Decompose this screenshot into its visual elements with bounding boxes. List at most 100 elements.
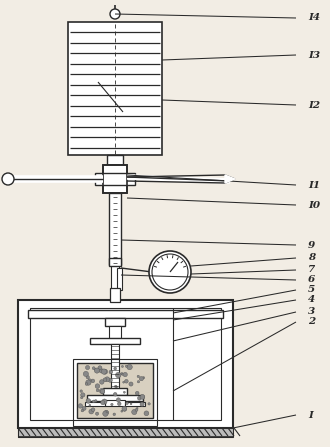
Circle shape [89, 405, 91, 406]
Circle shape [85, 366, 90, 370]
Text: 2: 2 [308, 317, 315, 326]
Circle shape [83, 371, 88, 376]
Bar [110, 288, 120, 302]
Circle shape [80, 390, 82, 392]
Circle shape [99, 369, 104, 373]
Circle shape [106, 411, 108, 413]
Circle shape [100, 380, 104, 384]
Circle shape [148, 403, 150, 405]
Bar [73, 359, 157, 426]
Bar [77, 363, 153, 418]
Circle shape [123, 391, 125, 393]
Circle shape [116, 398, 120, 402]
Bar [90, 338, 140, 344]
Bar [109, 258, 121, 266]
Circle shape [123, 408, 126, 411]
Bar [105, 400, 125, 406]
Circle shape [117, 402, 121, 405]
Circle shape [121, 410, 123, 412]
Circle shape [95, 368, 97, 371]
Circle shape [140, 402, 144, 406]
Circle shape [115, 394, 117, 396]
Bar [18, 428, 233, 437]
Circle shape [127, 364, 132, 370]
Circle shape [137, 375, 140, 378]
Circle shape [124, 380, 128, 383]
Circle shape [129, 382, 133, 386]
Circle shape [102, 399, 107, 404]
Circle shape [137, 380, 140, 383]
Circle shape [95, 384, 100, 388]
Circle shape [2, 173, 14, 185]
Circle shape [143, 377, 145, 379]
Bar [111, 344, 119, 394]
Circle shape [138, 396, 141, 400]
Circle shape [136, 407, 138, 409]
Bar [107, 155, 123, 165]
Circle shape [101, 401, 105, 405]
Bar [109, 326, 121, 338]
Text: 8: 8 [308, 253, 315, 262]
Circle shape [113, 413, 116, 416]
Polygon shape [225, 175, 235, 183]
Circle shape [101, 369, 107, 374]
Text: 5: 5 [308, 286, 315, 295]
Text: 9: 9 [308, 240, 315, 249]
Circle shape [89, 409, 94, 414]
Bar [109, 193, 121, 265]
Circle shape [98, 366, 102, 370]
Circle shape [108, 378, 112, 382]
Circle shape [88, 379, 91, 382]
Circle shape [115, 372, 121, 378]
Circle shape [103, 369, 108, 374]
Circle shape [125, 365, 128, 367]
Circle shape [99, 388, 105, 393]
Circle shape [152, 254, 188, 290]
Circle shape [149, 251, 191, 293]
Circle shape [122, 406, 127, 411]
Circle shape [123, 372, 127, 377]
Circle shape [130, 403, 132, 405]
Bar [103, 165, 127, 193]
Bar [87, 395, 143, 401]
Circle shape [135, 409, 138, 411]
Circle shape [109, 370, 113, 374]
Circle shape [142, 396, 145, 398]
Circle shape [115, 385, 117, 388]
Bar [28, 310, 223, 318]
Circle shape [95, 412, 99, 415]
Circle shape [82, 406, 86, 410]
Circle shape [132, 409, 137, 415]
Circle shape [94, 400, 97, 402]
Bar [117, 268, 122, 290]
Circle shape [103, 411, 108, 416]
Circle shape [121, 372, 123, 375]
Circle shape [78, 404, 82, 408]
Text: 3: 3 [308, 308, 315, 316]
Bar [105, 318, 125, 326]
Circle shape [86, 399, 91, 403]
Circle shape [121, 366, 123, 367]
Circle shape [126, 402, 128, 405]
Circle shape [114, 392, 117, 396]
Circle shape [92, 400, 95, 403]
Text: 4: 4 [308, 295, 315, 304]
Circle shape [111, 403, 113, 406]
Circle shape [110, 9, 120, 19]
Text: I0: I0 [308, 201, 320, 210]
Circle shape [139, 376, 144, 381]
Text: I2: I2 [308, 101, 320, 110]
Circle shape [81, 396, 83, 399]
Bar [103, 388, 127, 395]
Circle shape [92, 367, 95, 370]
Circle shape [135, 391, 139, 395]
Circle shape [144, 411, 149, 416]
Bar [68, 22, 162, 155]
Circle shape [81, 409, 84, 412]
Text: 7: 7 [308, 266, 315, 274]
Text: I4: I4 [308, 13, 320, 22]
Circle shape [116, 386, 117, 388]
Circle shape [94, 368, 100, 373]
Circle shape [86, 375, 89, 379]
Text: I: I [308, 410, 313, 419]
